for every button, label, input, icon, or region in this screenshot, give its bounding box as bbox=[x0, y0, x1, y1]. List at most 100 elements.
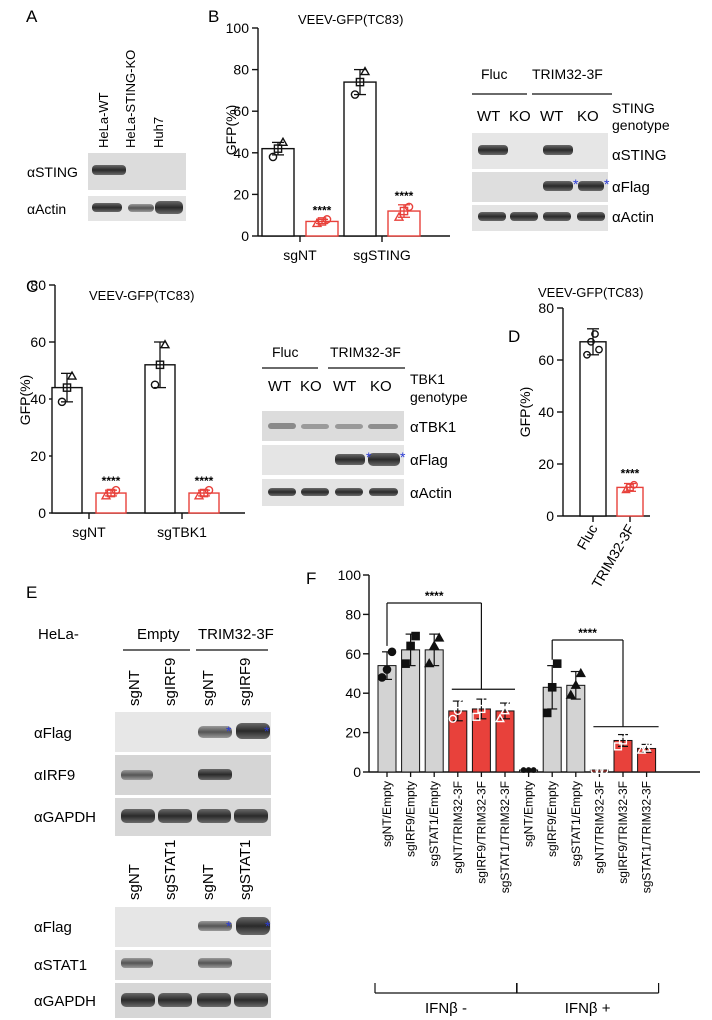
data-point bbox=[382, 665, 392, 674]
data-point bbox=[393, 211, 405, 221]
blot-sting bbox=[88, 153, 186, 190]
y-axis-label: GFP(%) bbox=[17, 375, 33, 426]
lane-label: sgSTAT1 bbox=[237, 840, 254, 900]
x-tick-label: sgSTAT1/TRIM32-3F bbox=[498, 781, 512, 893]
x-tick-label: sgIRF9/Empty bbox=[404, 781, 418, 857]
y-axis-label: GFP(%) bbox=[223, 105, 239, 156]
antibody-label: αSTING bbox=[27, 164, 78, 180]
lane-label: sgNT bbox=[126, 670, 143, 706]
data-point bbox=[111, 485, 121, 495]
antibody-label: αActin bbox=[27, 201, 66, 217]
data-point bbox=[600, 765, 609, 775]
data-point bbox=[429, 640, 440, 650]
y-tick-label: 20 bbox=[233, 186, 249, 202]
data-point bbox=[570, 679, 581, 689]
group-label: IFNβ - bbox=[425, 1000, 467, 1017]
blot-c: Fluc TRIM32-3F WT KO WT KO TBK1 genotype… bbox=[262, 344, 468, 506]
y-tick-label: 40 bbox=[233, 145, 249, 161]
significance-label: **** bbox=[313, 203, 332, 217]
data-point bbox=[591, 330, 599, 338]
data-point bbox=[277, 136, 289, 146]
data-point bbox=[613, 742, 623, 751]
panel-letter-f: F bbox=[306, 569, 316, 588]
bar bbox=[144, 364, 176, 514]
data-point bbox=[424, 658, 435, 668]
data-point bbox=[159, 339, 171, 349]
blot-b: Fluc TRIM32-3F WT KO WT KO STING genotyp… bbox=[472, 66, 670, 231]
data-point bbox=[623, 730, 633, 739]
data-point bbox=[322, 215, 332, 224]
antibody-label: αActin bbox=[410, 485, 452, 502]
data-point bbox=[317, 217, 327, 226]
group-label: TRIM32-3F bbox=[532, 66, 603, 82]
lane-label: sgNT bbox=[200, 864, 217, 900]
x-tick-label: sgIRF9/TRIM32-3F bbox=[474, 781, 488, 884]
marker-star: * bbox=[400, 449, 406, 465]
x-tick-label: sgIRF9/Empty bbox=[545, 781, 559, 857]
significance-label: **** bbox=[621, 467, 640, 481]
antibody-label: αIRF9 bbox=[34, 767, 75, 784]
data-point bbox=[359, 66, 371, 76]
lane-label: KO bbox=[300, 378, 322, 395]
chart-c-plot: 0 20 40 60 80 sgNT **** sgTBK1 **** bbox=[30, 277, 245, 540]
lane-label: sgNT bbox=[200, 670, 217, 706]
data-point bbox=[646, 739, 657, 748]
x-tick-label: sgSTAT1/Empty bbox=[569, 781, 583, 867]
lane-label: KO bbox=[370, 378, 392, 395]
panel-letter-d: D bbox=[508, 327, 520, 346]
marker-star: * bbox=[226, 918, 232, 934]
data-point bbox=[482, 695, 491, 704]
bar bbox=[424, 649, 444, 773]
x-tick-label: sgNT/TRIM32-3F bbox=[592, 781, 606, 874]
cell-prefix: HeLa- bbox=[38, 626, 79, 643]
x-tick-label: sgSTAT1/Empty bbox=[427, 781, 441, 867]
data-point bbox=[590, 765, 599, 775]
y-tick-label: 40 bbox=[345, 685, 361, 701]
y-tick-label: 80 bbox=[345, 606, 361, 622]
panel-b: B VEEV-GFP(TC83) GFP(%) 0 20 40 60 80 100 sgNT… bbox=[208, 7, 670, 263]
data-point bbox=[66, 370, 78, 380]
x-tick-label: sgNT bbox=[72, 524, 106, 540]
antibody-label: αFlag bbox=[612, 179, 650, 196]
data-point bbox=[399, 206, 409, 216]
significance-label: **** bbox=[395, 189, 414, 203]
marker-star: * bbox=[264, 723, 270, 739]
data-point bbox=[150, 380, 160, 390]
data-point bbox=[505, 697, 515, 707]
data-point bbox=[350, 90, 360, 99]
data-point bbox=[406, 641, 415, 651]
data-point bbox=[618, 736, 628, 745]
y-tick-label: 60 bbox=[30, 334, 46, 350]
chart-f-plot: 0 20 40 60 80 100 sgNT/Empty sgIRF9/Empty sgSTAT… bbox=[338, 567, 700, 1017]
antibody-label: αGAPDH bbox=[34, 993, 96, 1010]
genotype-label: STING bbox=[612, 100, 655, 116]
data-point bbox=[458, 698, 467, 708]
x-tick-label: sgTBK1 bbox=[157, 524, 207, 540]
data-point bbox=[377, 673, 387, 682]
marker-star: * bbox=[366, 449, 372, 465]
y-tick-label: 20 bbox=[30, 448, 46, 464]
data-point bbox=[448, 714, 457, 723]
y-tick-label: 80 bbox=[30, 277, 46, 293]
bar bbox=[377, 665, 397, 773]
bar bbox=[495, 710, 515, 773]
panel-letter-c: C bbox=[26, 277, 38, 296]
data-point bbox=[525, 767, 532, 773]
significance-label: **** bbox=[195, 474, 214, 488]
y-tick-label: 60 bbox=[233, 103, 249, 119]
marker-star: * bbox=[604, 176, 610, 192]
data-point bbox=[565, 689, 576, 699]
antibody-label: αGAPDH bbox=[34, 809, 96, 826]
panel-d: D VEEV-GFP(TC83) GFP(%) 020406080FlucTRI… bbox=[508, 285, 650, 591]
data-point bbox=[268, 152, 278, 162]
data-point bbox=[434, 632, 445, 642]
marker-star: * bbox=[573, 176, 579, 192]
lane-label: Huh7 bbox=[151, 117, 166, 148]
data-point bbox=[500, 705, 510, 715]
lane-label: HeLa-WT bbox=[96, 92, 111, 148]
y-tick-label: 60 bbox=[345, 646, 361, 662]
data-point bbox=[595, 345, 603, 354]
data-point bbox=[530, 767, 537, 773]
genotype-label: genotype bbox=[612, 117, 670, 133]
y-tick-label: 0 bbox=[241, 228, 249, 244]
